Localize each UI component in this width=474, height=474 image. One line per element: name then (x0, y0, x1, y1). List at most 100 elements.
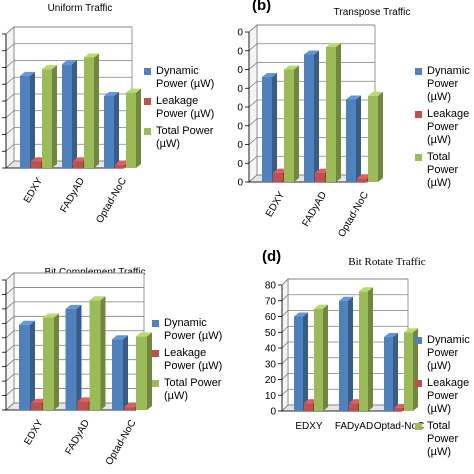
bar-leakage (73, 161, 83, 168)
bar-dynamic (19, 324, 30, 410)
y-tick-label: 20 (237, 140, 243, 151)
bar-leakage (124, 407, 135, 410)
bar-side-total (323, 304, 328, 411)
bar-side-dynamic (114, 91, 119, 168)
y-tick-label: 50 (237, 84, 243, 95)
legend: Dynamic Power (µW) Leakage Power (µW) To… (415, 334, 474, 463)
legend-swatch (144, 68, 151, 75)
bar-side-total (52, 65, 57, 168)
gridline (5, 272, 144, 281)
bar-top-total (84, 53, 99, 58)
legend-item-dynamic: Dynamic Power (µW) (415, 65, 474, 104)
bar-chart-bit-complement: EDXY FADyAD Optad-NoC (2, 272, 152, 467)
bar-total (404, 332, 413, 411)
gridline (248, 24, 375, 33)
chart-panel-transpose: (b) Transpose Traffic 0 10 20 30 40 50 60 70 80 E… (237, 0, 474, 237)
x-category-label: EDXY (22, 418, 45, 447)
legend-swatch (152, 380, 159, 387)
bar-side-dynamic (72, 60, 77, 168)
bar-top-total (126, 88, 141, 93)
legend-item-leakage: Leakage Power (µW) (415, 377, 474, 416)
bar-top-dynamic (19, 320, 35, 325)
y-tick-label: 40 (237, 103, 243, 114)
x-category-label: FADyAD (58, 176, 87, 215)
bar-leakage (77, 401, 89, 410)
bar-total (84, 57, 94, 169)
bar-top-dynamic (112, 335, 128, 340)
bar-total (42, 69, 52, 168)
bar-side-total (147, 332, 152, 410)
legend: Dynamic Power (µW) Leakage Power (µW) To… (152, 317, 222, 407)
legend-swatch (144, 98, 151, 105)
legend-item-leakage: Leakage Power (µW) (152, 347, 222, 373)
chart-panel-bit-complement: Bit Complement Traffic EDXY FADyAD Optad-N… (0, 237, 237, 474)
bar-chart-bit-rotate: 0 10 20 30 40 50 60 70 80 EDXY FADyAD Optad-NoC (265, 278, 424, 432)
y-tick-label: 30 (265, 359, 277, 370)
bar-leakage (304, 403, 313, 411)
bar-dynamic (294, 316, 303, 411)
bar-leakage (115, 164, 125, 168)
bar-top-total (42, 65, 57, 70)
bar-top-total (404, 328, 418, 333)
bar-side-dynamic (30, 71, 35, 168)
bar-top-total (359, 287, 373, 292)
legend-swatch (415, 111, 422, 118)
bar-leakage (349, 403, 358, 411)
legend-label: Dynamic Power (µW) (427, 334, 470, 372)
chart-title: Uniform Traffic (47, 3, 113, 14)
bar-total (43, 317, 54, 410)
chart-title: Transpose Traffic (333, 7, 411, 18)
bar-total (314, 308, 323, 411)
bar-dynamic (384, 336, 393, 411)
bar-leakage (31, 402, 42, 410)
bar-chart-uniform: EDXY FADyAD Optad-NoC (2, 26, 141, 225)
bar-side-total (378, 91, 383, 182)
bar-side-dynamic (76, 304, 82, 410)
bar-side-dynamic (30, 320, 35, 410)
bar-side-total (368, 287, 373, 411)
bar-side-dynamic (272, 73, 277, 182)
legend-item-dynamic: Dynamic Power (µW) (152, 317, 222, 343)
bar-top-dynamic (384, 332, 398, 337)
x-category-label: FADyAD (335, 421, 373, 432)
y-tick-label: 60 (265, 312, 277, 323)
bar-side-total (136, 88, 141, 168)
legend-swatch (415, 154, 422, 161)
legend-swatch (152, 320, 159, 327)
y-tick-label: 0 (270, 407, 276, 418)
bar-dynamic (20, 75, 30, 168)
y-tick-label: 30 (237, 121, 243, 132)
legend-item-total: Total Power (µW) (415, 420, 474, 459)
bar-total (359, 291, 368, 411)
bar-top-total (368, 91, 383, 96)
legend-label: Leakage Power (µW) (156, 95, 215, 120)
bar-total (89, 300, 101, 410)
x-category-label: FADyAD (63, 418, 92, 457)
legend-label: Total Power (µW) (427, 151, 459, 189)
bar-dynamic (62, 64, 72, 168)
bar-side-total (100, 296, 106, 410)
bar-side-dynamic (303, 312, 308, 411)
x-category-label: EDXY (295, 421, 323, 432)
chart-title: Bit Rotate Traffic (348, 256, 426, 268)
bar-leakage (394, 407, 403, 411)
panel-letter: (b) (252, 0, 272, 14)
legend-swatch (415, 68, 422, 75)
legend-swatch (415, 337, 422, 344)
bar-dynamic (104, 95, 114, 168)
chart-panel-bit-rotate: (d) Bit Rotate Traffic 0 10 20 30 40 50 60 70 80… (237, 237, 474, 474)
x-category-label: FADyAD (300, 190, 329, 229)
legend-item-total: Total Power (µW) (415, 151, 474, 190)
bar-side-total (94, 53, 99, 169)
legend-item-leakage: Leakage Power (µW) (415, 108, 474, 147)
chart-title: Bit Complement Traffic (44, 267, 146, 278)
gridline (5, 287, 144, 295)
bar-total (284, 69, 294, 182)
bar-total (136, 336, 147, 410)
y-tick-label: 60 (237, 65, 243, 76)
bar-chart-transpose: 0 10 20 30 40 50 60 70 80 EDXY FADyAD Optad-NoC (237, 24, 383, 237)
panel-letter: (d) (262, 248, 282, 265)
y-tick-label: 70 (265, 296, 277, 307)
bar-dynamic (262, 77, 272, 182)
legend-label: Leakage Power (µW) (164, 347, 223, 372)
